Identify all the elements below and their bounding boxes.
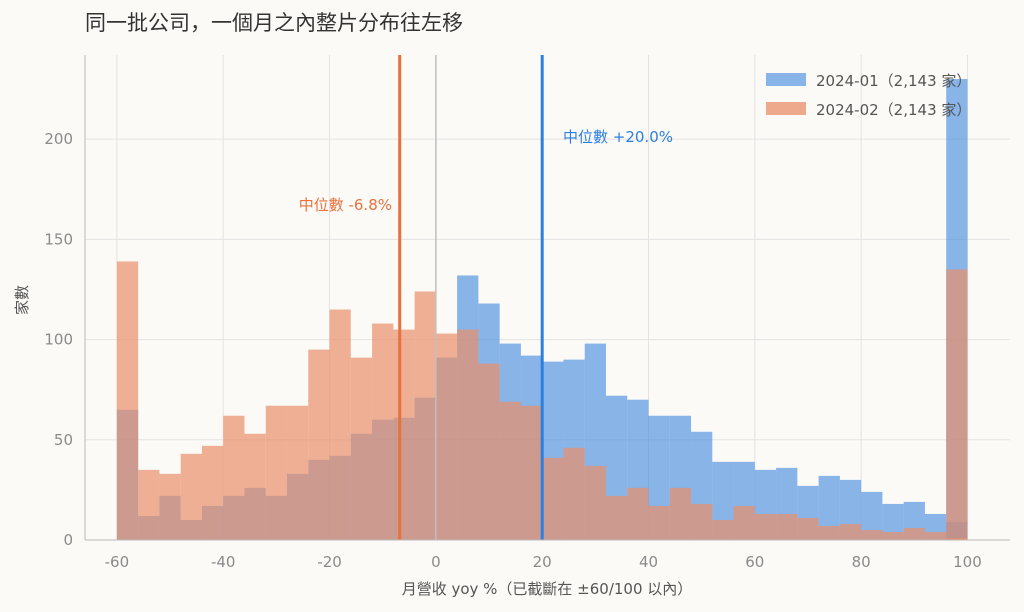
y-tick-label: 200 <box>44 130 73 148</box>
histogram-bar <box>776 513 798 540</box>
legend-swatch-2024-02 <box>766 102 806 115</box>
x-tick-label: 100 <box>953 553 982 571</box>
histogram-bar <box>138 469 160 540</box>
histogram-bar <box>882 531 904 540</box>
median-label-2024-02: 中位數 -6.8% <box>299 196 392 214</box>
histogram-bar <box>308 349 330 540</box>
histogram-bar <box>924 531 947 540</box>
histogram-bar <box>563 447 585 540</box>
legend-label-2024-01: 2024-01（2,143 家） <box>816 72 971 90</box>
x-tick-label: 60 <box>745 553 764 571</box>
chart-title: 同一批公司，一個月之內整片分布往左移 <box>85 11 463 35</box>
histogram-bar <box>265 405 288 540</box>
axes <box>84 55 1010 541</box>
histogram-bar <box>754 513 777 540</box>
histogram-bar <box>393 329 415 540</box>
x-tick-label: -60 <box>105 553 130 571</box>
histogram-bar <box>159 473 181 540</box>
histogram-bar <box>457 329 479 540</box>
histogram-bar <box>946 269 968 540</box>
y-tick-label: 0 <box>63 531 73 549</box>
histogram-bar <box>669 487 692 540</box>
histogram-bar <box>733 505 755 540</box>
y-axis-label: 家數 <box>13 285 31 315</box>
histogram-bar <box>201 445 224 540</box>
x-tick-label: -40 <box>211 553 236 571</box>
histogram-bar <box>903 527 925 540</box>
legend-swatch-2024-01 <box>766 73 806 86</box>
histogram-bar <box>861 491 883 540</box>
histogram-bar <box>478 363 500 540</box>
series-2024-02-bars <box>116 261 968 540</box>
x-tick-label: 20 <box>533 553 552 571</box>
histogram-bar <box>499 401 521 540</box>
histogram-bar <box>350 357 373 540</box>
histogram-bar <box>329 309 351 540</box>
histogram-bar <box>818 525 840 540</box>
histogram-bar <box>648 505 670 540</box>
x-tick-label: 0 <box>431 553 441 571</box>
histogram-bar <box>372 323 394 540</box>
histogram-bar <box>116 261 139 540</box>
histogram-bar <box>520 405 543 540</box>
histogram-bar <box>818 475 840 540</box>
histogram-bar <box>605 495 628 540</box>
histogram-bar <box>861 529 883 540</box>
y-tick-label: 150 <box>44 230 73 248</box>
legend-label-2024-02: 2024-02（2,143 家） <box>816 101 971 119</box>
y-tick-label: 100 <box>44 331 73 349</box>
histogram-bar <box>542 457 564 540</box>
histogram-bar <box>627 487 649 540</box>
histogram-bar <box>797 517 819 540</box>
histogram-bar <box>244 433 266 540</box>
histogram-bar <box>180 453 202 540</box>
histogram-bar <box>223 415 245 540</box>
y-tick-label: 50 <box>54 431 73 449</box>
histogram-bar <box>287 405 309 540</box>
legend: 2024-01（2,143 家） 2024-02（2,143 家） <box>766 72 971 119</box>
histogram-bar <box>712 519 734 540</box>
x-axis-label: 月營收 yoy %（已截斷在 ±60/100 以內） <box>402 580 693 598</box>
histogram-bar <box>435 333 458 540</box>
x-tick-label: 80 <box>852 553 871 571</box>
histogram-bar <box>691 503 713 540</box>
histogram-bar <box>882 503 904 540</box>
histogram-bar <box>584 465 606 540</box>
histogram-bar <box>414 291 436 540</box>
median-label-2024-01: 中位數 +20.0% <box>563 128 673 146</box>
x-tick-label: 40 <box>639 553 658 571</box>
x-tick-label: -20 <box>317 553 342 571</box>
tick-labels: -60 -40 -20 0 20 40 60 80 100 0 50 100 150 200 <box>44 130 981 571</box>
histogram-bar <box>839 523 862 540</box>
median-lines <box>398 55 544 540</box>
